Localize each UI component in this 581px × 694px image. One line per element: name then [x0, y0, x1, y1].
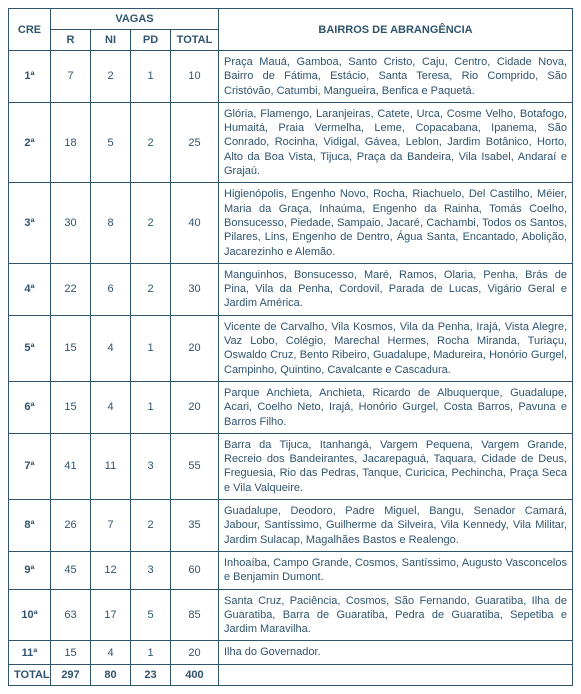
cell-bairros: Guadalupe, Deodoro, Padre Miguel, Bangu,… — [219, 500, 573, 552]
cell-cre: 1ª — [9, 51, 51, 103]
cell-bairros: Higienópolis, Engenho Novo, Rocha, Riach… — [219, 183, 573, 263]
cell-pd: 3 — [131, 551, 171, 589]
cell-r: 15 — [51, 641, 91, 664]
table-row: 10ª6317585Santa Cruz, Paciência, Cosmos,… — [9, 589, 573, 641]
col-cre: CRE — [9, 9, 51, 51]
cell-total: 60 — [171, 551, 219, 589]
cell-cre: 2ª — [9, 102, 51, 182]
cell-ni: 4 — [91, 641, 131, 664]
cell-pd: 1 — [131, 641, 171, 664]
cell-pd: 1 — [131, 51, 171, 103]
cell-cre: 10ª — [9, 589, 51, 641]
cell-pd: 2 — [131, 102, 171, 182]
cell-r: 15 — [51, 381, 91, 433]
cell-r: 22 — [51, 263, 91, 315]
total-pd: 23 — [131, 664, 171, 685]
cell-r: 63 — [51, 589, 91, 641]
total-row: TOTAL2978023400 — [9, 664, 573, 685]
cell-ni: 4 — [91, 381, 131, 433]
cell-total: 20 — [171, 315, 219, 381]
total-ni: 80 — [91, 664, 131, 685]
cell-r: 7 — [51, 51, 91, 103]
cell-bairros: Vicente de Carvalho, Vila Kosmos, Vila d… — [219, 315, 573, 381]
col-bairros: BAIRROS DE ABRANGÊNCIA — [219, 9, 573, 51]
cell-cre: 4ª — [9, 263, 51, 315]
total-label: TOTAL — [9, 664, 51, 685]
table-row: 1ª72110Praça Mauá, Gamboa, Santo Cristo,… — [9, 51, 573, 103]
table-row: 9ª4512360Inhoaíba, Campo Grande, Cosmos,… — [9, 551, 573, 589]
cell-cre: 8ª — [9, 500, 51, 552]
col-pd: PD — [131, 30, 171, 51]
cell-pd: 2 — [131, 263, 171, 315]
cell-ni: 5 — [91, 102, 131, 182]
cell-total: 10 — [171, 51, 219, 103]
table-row: 7ª4111355Barra da Tijuca, Itanhangá, Var… — [9, 433, 573, 499]
cell-pd: 2 — [131, 183, 171, 263]
cell-ni: 8 — [91, 183, 131, 263]
cell-ni: 7 — [91, 500, 131, 552]
cell-pd: 2 — [131, 500, 171, 552]
col-ni: NI — [91, 30, 131, 51]
cell-r: 30 — [51, 183, 91, 263]
cell-ni: 4 — [91, 315, 131, 381]
table-row: 5ª154120Vicente de Carvalho, Vila Kosmos… — [9, 315, 573, 381]
cell-total: 30 — [171, 263, 219, 315]
cell-ni: 11 — [91, 433, 131, 499]
table-row: 3ª308240Higienópolis, Engenho Novo, Roch… — [9, 183, 573, 263]
cell-total: 35 — [171, 500, 219, 552]
cell-bairros: Barra da Tijuca, Itanhangá, Vargem Peque… — [219, 433, 573, 499]
cell-cre: 11ª — [9, 641, 51, 664]
cell-bairros: Praça Mauá, Gamboa, Santo Cristo, Caju, … — [219, 51, 573, 103]
cell-pd: 3 — [131, 433, 171, 499]
cell-pd: 1 — [131, 381, 171, 433]
cell-total: 55 — [171, 433, 219, 499]
table-row: 2ª185225Glória, Flamengo, Laranjeiras, C… — [9, 102, 573, 182]
cell-pd: 5 — [131, 589, 171, 641]
cell-r: 18 — [51, 102, 91, 182]
cell-r: 15 — [51, 315, 91, 381]
table-row: 6ª154120Parque Anchieta, Anchieta, Ricar… — [9, 381, 573, 433]
cell-cre: 3ª — [9, 183, 51, 263]
cell-cre: 6ª — [9, 381, 51, 433]
cell-cre: 9ª — [9, 551, 51, 589]
cell-ni: 6 — [91, 263, 131, 315]
cell-total: 40 — [171, 183, 219, 263]
cell-bairros: Inhoaíba, Campo Grande, Cosmos, Santíssi… — [219, 551, 573, 589]
cell-pd: 1 — [131, 315, 171, 381]
col-total: TOTAL — [171, 30, 219, 51]
col-r: R — [51, 30, 91, 51]
total-r: 297 — [51, 664, 91, 685]
cell-cre: 5ª — [9, 315, 51, 381]
cell-bairros: Manguinhos, Bonsucesso, Maré, Ramos, Ola… — [219, 263, 573, 315]
total-bairros — [219, 664, 573, 685]
vagas-table: CRE VAGAS BAIRROS DE ABRANGÊNCIA R NI PD… — [8, 8, 573, 686]
cell-bairros: Santa Cruz, Paciência, Cosmos, São Ferna… — [219, 589, 573, 641]
cell-ni: 17 — [91, 589, 131, 641]
col-vagas: VAGAS — [51, 9, 219, 30]
cell-r: 26 — [51, 500, 91, 552]
cell-bairros: Parque Anchieta, Anchieta, Ricardo de Al… — [219, 381, 573, 433]
cell-total: 20 — [171, 381, 219, 433]
cell-ni: 12 — [91, 551, 131, 589]
cell-ni: 2 — [91, 51, 131, 103]
cell-bairros: Glória, Flamengo, Laranjeiras, Catete, U… — [219, 102, 573, 182]
cell-total: 85 — [171, 589, 219, 641]
cell-bairros: Ilha do Governador. — [219, 641, 573, 664]
cell-r: 45 — [51, 551, 91, 589]
total-total: 400 — [171, 664, 219, 685]
cell-total: 20 — [171, 641, 219, 664]
cell-cre: 7ª — [9, 433, 51, 499]
cell-total: 25 — [171, 102, 219, 182]
table-row: 11ª154120Ilha do Governador. — [9, 641, 573, 664]
table-row: 4ª226230Manguinhos, Bonsucesso, Maré, Ra… — [9, 263, 573, 315]
table-row: 8ª267235Guadalupe, Deodoro, Padre Miguel… — [9, 500, 573, 552]
cell-r: 41 — [51, 433, 91, 499]
